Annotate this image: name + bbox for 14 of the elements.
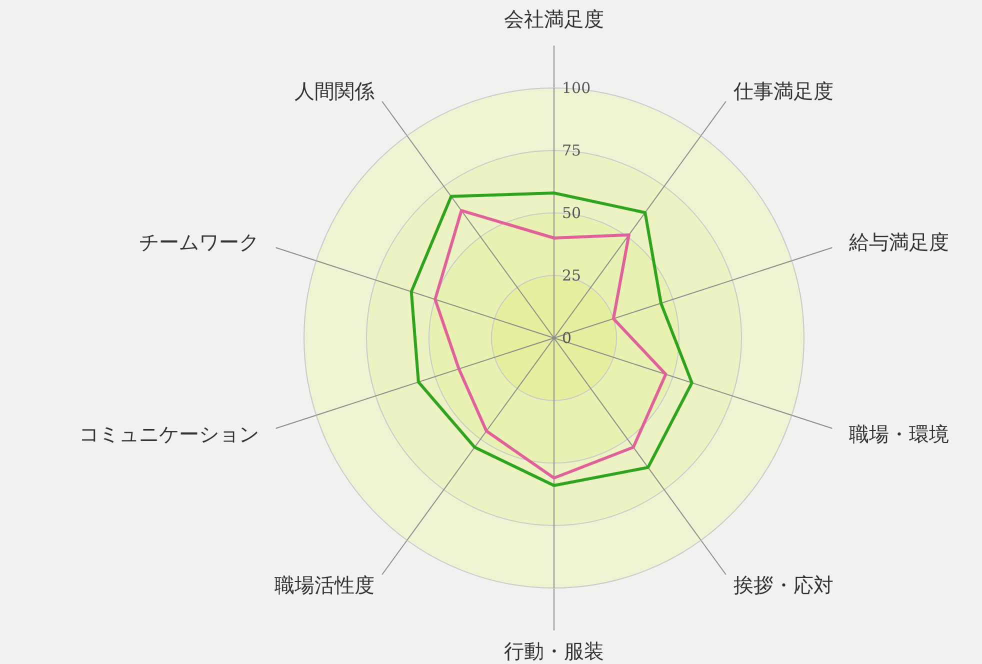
spoke-label: 会社満足度 (504, 7, 604, 31)
spoke-label: 職場・環境 (848, 422, 949, 446)
spoke-label: 行動・服装 (504, 639, 604, 663)
tick-label: 50 (562, 204, 582, 222)
spoke-label: 挨拶・応対 (733, 572, 834, 597)
spoke-label: 給与満足度 (848, 230, 949, 254)
spoke-label: コミュニケーション (79, 422, 260, 446)
tick-label: 25 (562, 266, 582, 284)
tick-label: 100 (562, 79, 591, 97)
spoke-label: 仕事満足度 (732, 79, 834, 104)
spoke-label: チームワーク (139, 230, 260, 254)
spoke-label: 職場活性度 (274, 572, 375, 597)
spoke-label: 人間関係 (294, 79, 375, 104)
tick-label: 75 (562, 142, 582, 160)
